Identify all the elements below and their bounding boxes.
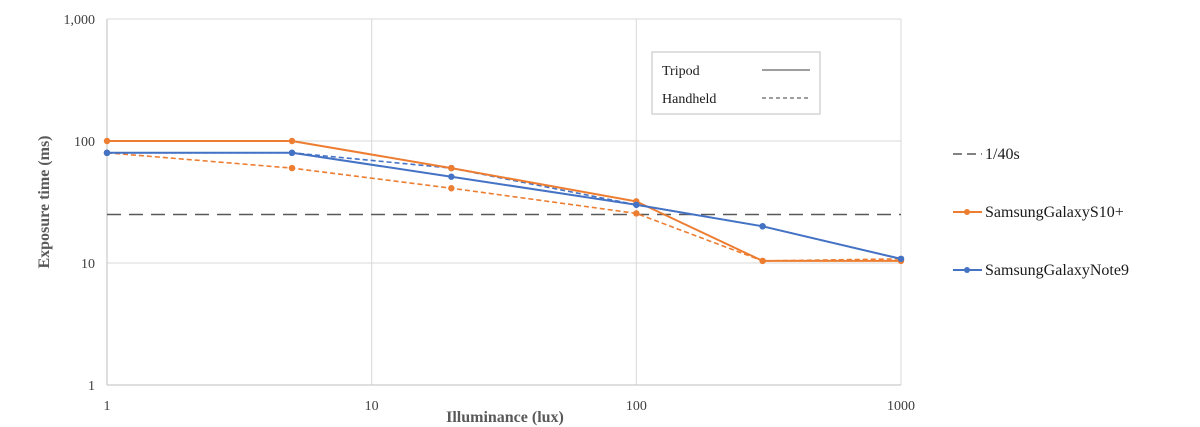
data-point-samsunggalaxynote9-tripod [897, 255, 905, 263]
series-group [103, 137, 905, 265]
data-point-samsunggalaxys10--handheld [448, 185, 455, 192]
legend-tripod-label: Tripod [662, 64, 700, 79]
data-point-samsunggalaxys10--handheld [288, 164, 296, 172]
legend-s10-label: SamsungGalaxyS10+ [985, 204, 1124, 221]
data-point-samsunggalaxynote9-tripod [448, 173, 455, 180]
data-point-samsunggalaxys10--tripod [103, 137, 111, 145]
data-point-samsunggalaxynote9-tripod [759, 223, 766, 230]
x-tick-label: 10 [365, 399, 379, 414]
series-line-samsunggalaxys10--handheld [106, 152, 902, 262]
series-legend: 1/40s SamsungGalaxyS10+ SamsungGalaxyNot… [953, 146, 1129, 279]
series-line-samsunggalaxys10--tripod [107, 140, 901, 262]
series-line-samsunggalaxynote9-tripod [107, 151, 902, 260]
legend-s10-marker [964, 209, 970, 215]
data-point-samsunggalaxynote9-tripod [288, 149, 296, 157]
y-tick-label: 1,000 [64, 13, 96, 28]
x-axis-title: Illuminance (lux) [446, 409, 564, 426]
data-point-samsunggalaxys10--handheld [633, 210, 640, 217]
legend-handheld-label: Handheld [662, 92, 716, 107]
data-point-samsunggalaxys10--tripod [288, 137, 296, 145]
legend-1-40s-label: 1/40s [985, 146, 1020, 163]
y-tick-label: 1 [88, 379, 95, 394]
plot-frame [106, 19, 901, 386]
x-tick-label: 100 [626, 399, 647, 414]
series-line-samsunggalaxynote9-handheld [107, 152, 902, 260]
data-point-samsunggalaxynote9-tripod [103, 149, 111, 157]
x-tick-label: 1 [104, 399, 111, 414]
y-tick-label: 10 [81, 257, 95, 272]
line-style-legend: Tripod Handheld [651, 51, 821, 115]
data-point-samsunggalaxys10--tripod [759, 257, 766, 265]
data-point-samsunggalaxynote9-tripod [633, 201, 640, 208]
y-axis-title: Exposure time (ms) [36, 135, 53, 268]
legend-note9-label: SamsungGalaxyNote9 [985, 262, 1129, 279]
data-point-samsunggalaxys10--tripod [448, 164, 455, 172]
y-tick-label: 100 [74, 135, 95, 150]
tick-labels: 1 10 100 1000 1 10 100 1,000 [64, 13, 916, 414]
line-style-legend-box [651, 51, 821, 115]
x-tick-label: 1000 [887, 399, 915, 414]
legend-note9-marker [964, 267, 970, 273]
